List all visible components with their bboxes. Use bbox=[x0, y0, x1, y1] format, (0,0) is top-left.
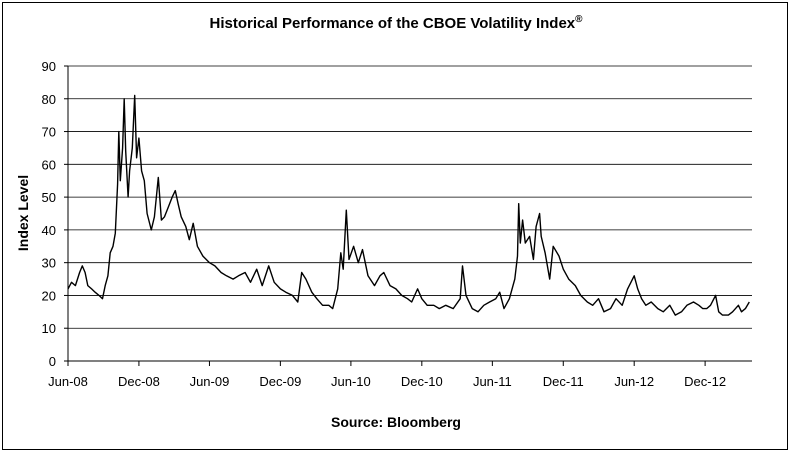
y-tick-label: 70 bbox=[42, 125, 56, 140]
x-tick-label: Jun-10 bbox=[331, 374, 371, 389]
y-tick-label: 10 bbox=[42, 321, 56, 336]
y-tick-labels: 0 10 20 30 40 50 60 70 80 90 bbox=[42, 59, 68, 369]
chart-title-text: Historical Performance of the CBOE Volat… bbox=[209, 15, 576, 32]
y-tick-label: 90 bbox=[42, 59, 56, 74]
gridlines bbox=[68, 65, 752, 329]
y-tick-label: 20 bbox=[42, 288, 56, 303]
x-tick-label: Jun-11 bbox=[473, 374, 512, 389]
x-tick-label: Jun-09 bbox=[190, 374, 230, 389]
x-tick-label: Dec-11 bbox=[543, 374, 584, 389]
y-tick-label: 50 bbox=[42, 190, 56, 205]
x-tick-labels: Jun-08 Dec-08 Jun-09 Dec-09 Jun-10 Dec-10 Jun-… bbox=[48, 361, 726, 389]
x-tick-label: Dec-10 bbox=[401, 374, 443, 389]
x-tick-label: Dec-08 bbox=[118, 374, 160, 389]
y-tick-label: 30 bbox=[42, 256, 56, 271]
y-tick-label: 80 bbox=[42, 92, 56, 107]
y-tick-label: 40 bbox=[42, 223, 56, 238]
y-tick-label: 0 bbox=[49, 354, 56, 369]
y-axis-label: Index Level bbox=[15, 175, 31, 251]
chart-frame bbox=[2, 2, 788, 450]
x-tick-label: Jun-08 bbox=[48, 374, 88, 389]
registered-mark: ® bbox=[575, 14, 583, 25]
x-tick-label: Jun-12 bbox=[614, 374, 654, 389]
chart-title: Historical Performance of the CBOE Volat… bbox=[0, 14, 792, 32]
y-tick-label: 60 bbox=[42, 157, 56, 172]
x-tick-label: Dec-09 bbox=[259, 374, 301, 389]
source-note: Source: Bloomberg bbox=[331, 414, 461, 430]
x-tick-label: Dec-12 bbox=[684, 374, 726, 389]
vix-series-line bbox=[67, 94, 750, 316]
